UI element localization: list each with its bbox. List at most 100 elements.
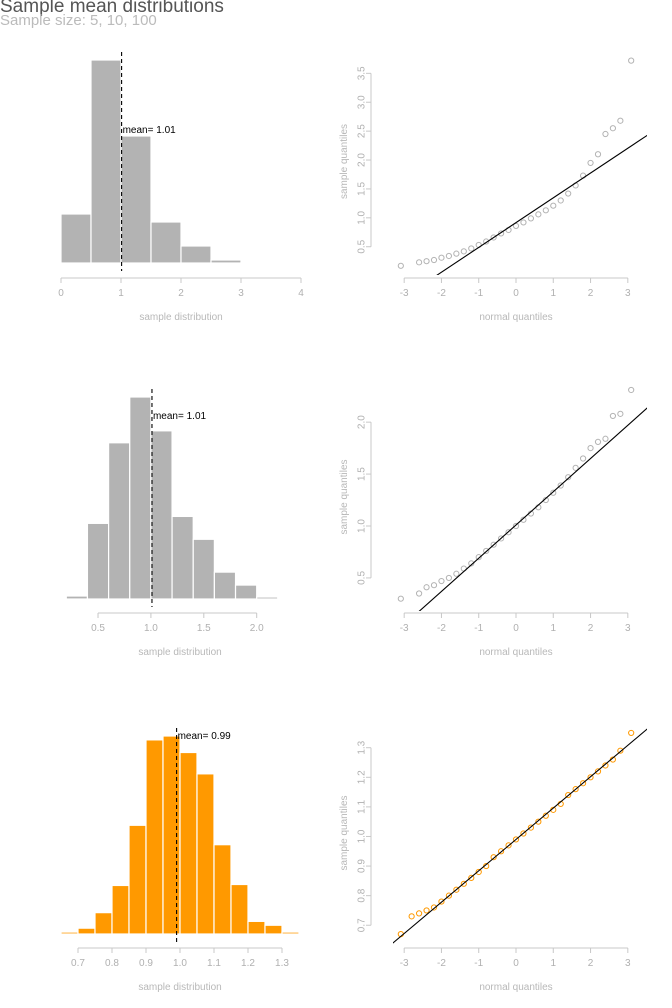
qq-point [602,762,609,769]
y-tick-label: 1.2 [357,770,368,784]
x-tick-label: -2 [437,288,446,299]
qq-point [542,207,549,214]
qq-point [565,474,572,481]
x-axis-label: sample distribution [138,982,221,993]
histogram-bar [213,571,237,600]
x-tick-label: 0.7 [71,958,85,969]
histogram-bar [277,597,300,600]
y-tick-label: 2.0 [357,415,368,429]
histogram-bar [281,931,300,935]
qq-point [520,219,527,226]
qq-point [557,197,564,204]
y-tick-label: 1.0 [357,829,368,843]
qq-point [430,582,438,589]
x-tick-label: 2.0 [250,623,264,634]
y-tick-label: 1.5 [357,467,368,481]
qq-point [609,125,617,132]
qq-point [468,874,475,882]
qq-point [415,259,423,266]
qq-point [490,541,497,548]
qq-point [397,262,404,269]
x-tick-label: 3 [238,288,244,299]
qq-point [594,438,602,445]
qq-point [527,215,535,222]
qq-point [453,570,460,577]
histogram-bar [196,773,215,935]
qq-point [505,529,512,536]
qq-point [475,554,482,561]
x-tick-label: -1 [474,288,483,299]
mean-label: mean= 1.01 [153,411,207,422]
x-tick-label: 0 [513,288,519,299]
x-tick-label: 1 [118,288,124,299]
x-tick-label: -3 [400,623,409,634]
x-tick-label: -3 [400,958,409,969]
y-tick-label: 2.5 [357,124,368,138]
qq-point [602,130,609,138]
y-tick-label: 1.0 [357,210,368,224]
x-axis-label: normal quantiles [479,312,552,323]
qq-point [438,577,445,585]
qq-point [475,868,482,876]
histogram-bar [213,844,232,935]
qq-point [483,238,490,245]
qq-point [617,410,624,417]
qq-point [490,234,497,241]
histogram-bar [94,912,113,935]
y-tick-label: 2.0 [357,153,368,167]
qq-point [423,584,430,591]
qq-point [397,595,404,602]
qq-point [445,574,453,582]
qq-point [617,117,624,124]
x-tick-label: 1.0 [173,958,187,969]
qq-point [609,412,617,420]
qq-point [542,812,549,819]
figure-subtitle: Sample size: 5, 10, 100 [0,12,157,29]
qq-point [445,252,453,260]
x-tick-label: 0.5 [91,623,105,634]
x-tick-label: 1.2 [241,958,255,969]
y-tick-label: 0.9 [357,859,368,873]
x-axis-label: normal quantiles [479,982,552,993]
y-tick-label: 1.5 [357,182,368,196]
qq-point [557,482,564,489]
qq-point [550,489,557,496]
y-tick-label: 0.8 [357,888,368,902]
x-tick-label: 1 [550,623,556,634]
y-tick-label: 1.0 [357,519,368,533]
qq-point [468,560,475,567]
qq-point [415,590,423,597]
qq-point [460,880,467,887]
x-tick-label: 2 [588,623,594,634]
qq-point [423,907,430,914]
qq-point [453,250,460,257]
qq-point [587,774,594,781]
x-tick-label: 4 [298,288,304,299]
qq-point [535,211,542,218]
histogram-bar [150,430,173,600]
histogram-bar [145,739,164,935]
qq-point [512,522,520,530]
qq-point [579,780,587,787]
qq-point [460,248,467,255]
x-tick-label: -2 [437,623,446,634]
qq-point [579,455,587,462]
qq-reference-line [436,134,647,275]
qq-point [565,190,572,197]
x-tick-label: 1 [550,958,556,969]
qq-point [497,230,505,237]
x-tick-label: 0.8 [105,958,119,969]
qq-point [423,258,430,265]
mean-label: mean= 1.01 [123,125,177,136]
y-tick-label: 3.0 [357,95,368,109]
qq-point [512,222,520,230]
histogram-bar [171,515,194,600]
y-axis-label: sample quantiles [339,459,350,534]
qq-point [497,848,505,855]
qq-point [520,516,527,523]
y-tick-label: 0.5 [357,239,368,253]
qq-point [587,159,594,167]
mean-label: mean= 0.99 [178,731,232,742]
x-tick-label: 3 [625,288,631,299]
qq-point [505,842,512,849]
